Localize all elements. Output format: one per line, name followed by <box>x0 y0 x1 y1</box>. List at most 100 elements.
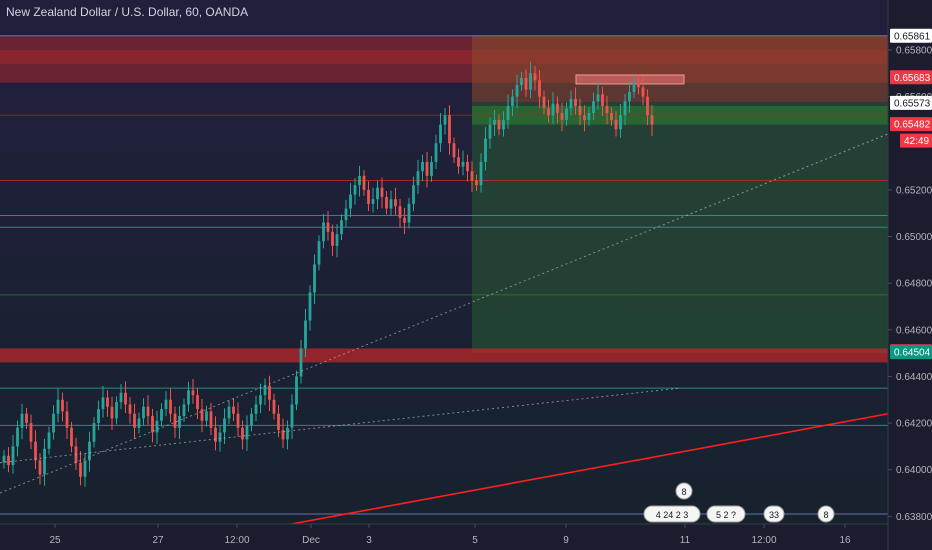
x-tick-label-5: 5 <box>472 535 478 546</box>
candle-body-121 <box>547 108 550 116</box>
candle-body-64 <box>290 404 294 428</box>
price-tags-layer: 0.658610.656830.655730.6548242:490.64508… <box>890 28 932 360</box>
candle-body-11 <box>52 413 55 433</box>
candle-body-94 <box>425 161 429 176</box>
candle-body-82 <box>371 199 375 204</box>
x-tick-label-8: 12:00 <box>751 535 776 546</box>
candle-body-109 <box>493 119 496 125</box>
candle-body-22 <box>101 397 105 410</box>
candle-body-52 <box>236 413 240 428</box>
candle-body-135 <box>610 112 613 120</box>
candle-body-9 <box>43 448 46 475</box>
y-tick-label-5: 0.64600 <box>896 325 932 336</box>
candle-body-105 <box>475 180 478 186</box>
time-axis-panel[interactable] <box>0 524 888 550</box>
candle-body-139 <box>628 91 631 102</box>
candle-body-75 <box>340 220 343 235</box>
candle-body-39 <box>178 416 181 428</box>
candle-body-119 <box>538 80 541 97</box>
candle-body-12 <box>56 399 60 414</box>
candle-body-32 <box>146 406 150 417</box>
candle-body-18 <box>83 460 87 477</box>
candle-body-124 <box>560 112 564 120</box>
event-badge-label-0: 8 <box>681 487 686 497</box>
candle-body-65 <box>295 376 298 405</box>
candle-body-136 <box>614 119 618 130</box>
candle-body-66 <box>299 348 303 377</box>
candle-body-96 <box>434 143 438 162</box>
candle-body-37 <box>169 399 172 414</box>
candle-body-30 <box>137 418 141 428</box>
candle-body-59 <box>268 385 271 400</box>
candle-body-51 <box>232 406 235 414</box>
candle-body-95 <box>430 161 433 176</box>
price-tag-1 <box>890 70 932 85</box>
candle-body-46 <box>209 411 213 428</box>
price-tag-2 <box>890 95 932 110</box>
candle-body-10 <box>47 432 51 449</box>
y-tick-label-6: 0.64400 <box>896 372 932 383</box>
price-tag-4 <box>900 133 932 148</box>
candle-body-72 <box>326 222 330 232</box>
event-badge-0 <box>675 482 693 500</box>
candle-body-42 <box>191 390 195 396</box>
price-axis-panel[interactable] <box>888 0 932 550</box>
candle-body-21 <box>97 409 100 424</box>
candle-body-41 <box>187 390 190 405</box>
event-badge-1 <box>643 505 701 523</box>
x-tick-label-0: 25 <box>49 535 61 546</box>
candle-body-24 <box>110 406 114 419</box>
candle-body-69 <box>313 264 316 293</box>
candle-body-97 <box>439 124 442 144</box>
event-badge-4 <box>817 505 835 523</box>
price-tag-0 <box>890 28 932 43</box>
candle-body-106 <box>479 161 483 186</box>
event-badge-label-3: 33 <box>769 510 779 520</box>
candle-body-13 <box>61 399 64 412</box>
candle-body-88 <box>398 206 402 218</box>
candles-layer <box>2 61 654 487</box>
trendlines-layer <box>0 133 889 529</box>
candle-body-114 <box>515 84 519 97</box>
candle-body-103 <box>466 161 469 172</box>
candle-body-111 <box>502 119 505 130</box>
x-tick-label-4: 3 <box>366 535 372 546</box>
candle-body-83 <box>376 187 379 200</box>
candle-body-134 <box>605 105 609 113</box>
candle-body-93 <box>421 161 424 172</box>
candle-body-81 <box>367 189 370 204</box>
candle-body-40 <box>182 404 186 417</box>
candle-body-113 <box>511 96 514 106</box>
candle-body-48 <box>218 432 222 442</box>
candle-body-138 <box>623 101 627 116</box>
candle-body-130 <box>587 112 591 120</box>
candle-body-140 <box>632 82 636 92</box>
candle-body-118 <box>533 73 537 81</box>
candle-body-8 <box>38 460 42 475</box>
candle-body-89 <box>403 217 406 223</box>
chart-title: New Zealand Dollar / U.S. Dollar, 60, OA… <box>6 5 248 19</box>
candle-body-44 <box>200 409 204 421</box>
candle-body-102 <box>461 161 465 167</box>
candle-body-76 <box>344 208 348 221</box>
x-tick-label-6: 9 <box>563 535 569 546</box>
candle-body-29 <box>133 413 136 428</box>
candle-body-108 <box>488 124 492 139</box>
candle-body-74 <box>335 234 339 246</box>
support-zone <box>0 348 888 363</box>
candle-body-131 <box>592 101 595 113</box>
candle-body-55 <box>250 413 253 426</box>
price-tag-label-3: 0.65482 <box>894 120 931 131</box>
candle-body-129 <box>583 115 586 120</box>
candle-body-34 <box>155 420 159 433</box>
price-tag-label-6: 0.64504 <box>894 348 931 359</box>
price-tag-3 <box>890 117 932 132</box>
candle-body-49 <box>223 418 226 433</box>
candle-body-27 <box>124 392 127 405</box>
price-axis: 0.658000.656000.652000.650000.648000.646… <box>888 45 932 523</box>
candle-body-70 <box>317 241 321 265</box>
candle-body-26 <box>119 392 123 403</box>
candle-body-61 <box>277 413 280 431</box>
